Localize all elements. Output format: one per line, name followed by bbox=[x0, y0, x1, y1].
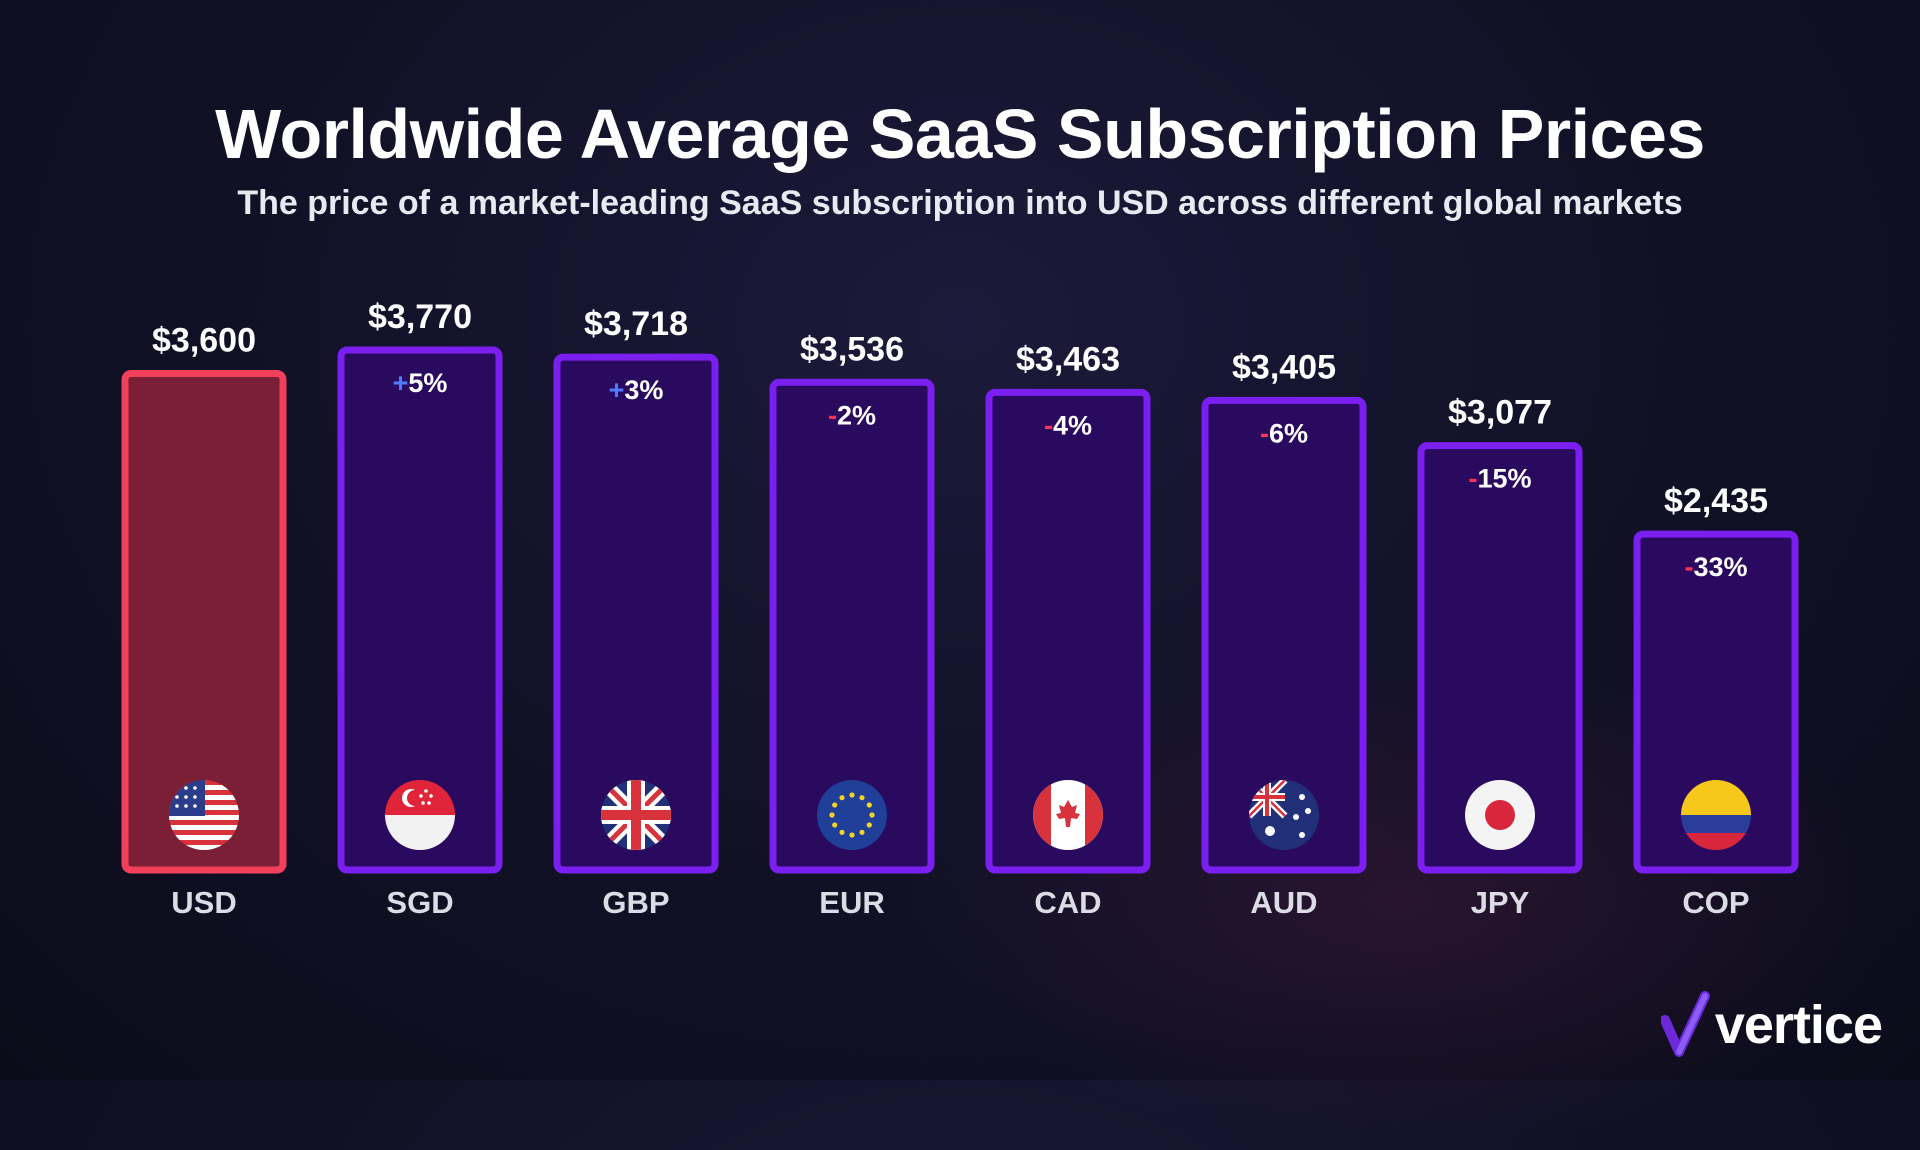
value-label-cad: $3,463 bbox=[1016, 340, 1120, 378]
bar-gbp bbox=[553, 353, 719, 874]
category-label-gbp: GBP bbox=[602, 885, 669, 920]
chart-title: Worldwide Average SaaS Subscription Pric… bbox=[215, 95, 1705, 173]
vertice-check-icon bbox=[1660, 991, 1710, 1057]
colombia-flag-icon bbox=[1681, 780, 1751, 850]
chart-subtitle: The price of a market-leading SaaS subsc… bbox=[237, 184, 1683, 222]
category-label-eur: EUR bbox=[819, 885, 884, 920]
bar-usd bbox=[121, 369, 287, 874]
australia-flag-icon bbox=[1249, 780, 1319, 850]
value-label-sgd: $3,770 bbox=[368, 298, 472, 336]
change-label-gbp: +3% bbox=[609, 375, 664, 405]
value-label-gbp: $3,718 bbox=[584, 305, 688, 343]
value-label-aud: $3,405 bbox=[1232, 348, 1336, 386]
change-label-cop: -33% bbox=[1684, 552, 1747, 582]
category-label-cad: CAD bbox=[1034, 885, 1101, 920]
vertice-logo: vertice bbox=[1660, 990, 1883, 1060]
category-label-aud: AUD bbox=[1250, 885, 1317, 920]
bar-jpy bbox=[1417, 442, 1583, 874]
category-label-sgd: SGD bbox=[386, 885, 453, 920]
value-label-usd: $3,600 bbox=[152, 321, 256, 359]
bar-cad bbox=[985, 388, 1151, 874]
change-label-eur: -2% bbox=[828, 400, 876, 430]
canada-flag-icon bbox=[1033, 780, 1103, 850]
value-label-jpy: $3,077 bbox=[1448, 394, 1552, 432]
change-label-jpy: -15% bbox=[1468, 464, 1531, 494]
value-label-eur: $3,536 bbox=[800, 330, 904, 368]
bar-eur bbox=[769, 378, 935, 874]
category-label-jpy: JPY bbox=[1471, 885, 1530, 920]
eu-flag-icon bbox=[817, 780, 887, 850]
uk-flag-icon bbox=[601, 780, 671, 850]
singapore-flag-icon bbox=[385, 780, 455, 850]
us-flag-icon bbox=[169, 780, 239, 850]
category-label-usd: USD bbox=[171, 885, 236, 920]
change-label-sgd: +5% bbox=[393, 368, 448, 398]
vertice-wordmark: vertice bbox=[1714, 995, 1883, 1055]
category-label-cop: COP bbox=[1682, 885, 1749, 920]
bar-aud bbox=[1201, 396, 1367, 874]
change-label-aud: -6% bbox=[1260, 418, 1308, 448]
bar-chart: $3,600 USD $3,770 +5% SGD $3,718 +3% GBP $3,536 -… bbox=[121, 298, 1799, 920]
value-label-cop: $2,435 bbox=[1664, 482, 1768, 520]
japan-flag-icon bbox=[1465, 780, 1535, 850]
bar-sgd bbox=[337, 346, 503, 874]
bar-cop bbox=[1633, 530, 1799, 874]
change-label-cad: -4% bbox=[1044, 410, 1092, 440]
